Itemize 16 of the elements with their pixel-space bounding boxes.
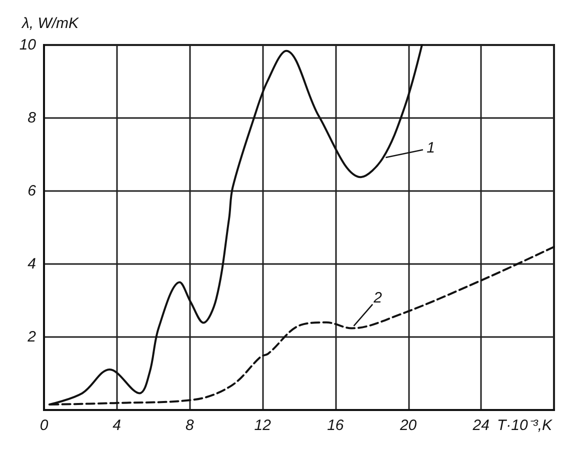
- y-axis-title: λ, W/mK: [21, 15, 80, 32]
- annotation: 1: [426, 140, 435, 157]
- annotation: 2: [372, 290, 383, 307]
- y-tick-label: 10: [19, 36, 37, 54]
- x-tick-label: 8: [186, 417, 195, 434]
- y-tick-label: 2: [26, 328, 37, 346]
- x-tick-label: 4: [112, 417, 122, 434]
- x-axis-title: T·10⁻³,K: [496, 417, 553, 434]
- y-tick-label: 6: [28, 182, 37, 200]
- x-tick-label: 0: [40, 417, 49, 434]
- x-tick-label: 16: [327, 417, 344, 434]
- x-tick-label: 20: [398, 417, 418, 434]
- y-tick-label: 8: [28, 110, 37, 126]
- y-tick-label: 4: [28, 256, 36, 272]
- x-tick-label: 12: [254, 417, 272, 434]
- x-tick-label: 24: [472, 417, 490, 434]
